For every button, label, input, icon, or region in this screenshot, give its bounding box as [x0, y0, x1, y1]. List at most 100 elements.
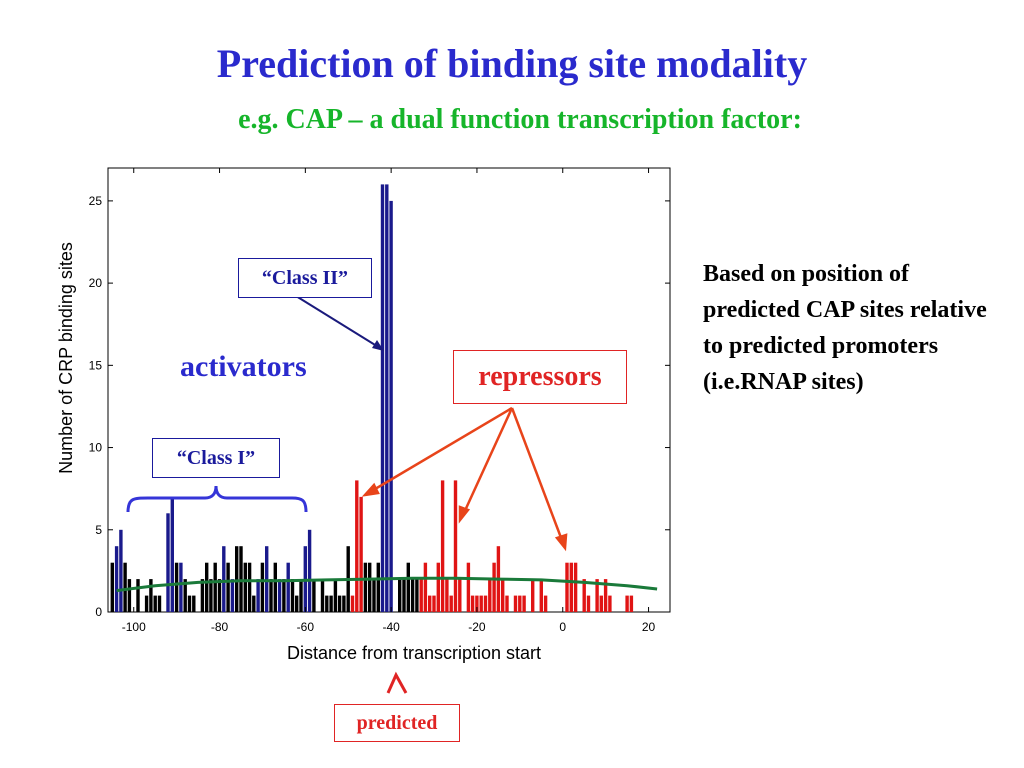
predicted-caret: [386, 671, 408, 694]
y-tick-label-4: 20: [89, 276, 103, 290]
bar-neutral-32: [325, 595, 329, 612]
bar-neutral-6: [153, 595, 157, 612]
bar-repressors-25: [522, 595, 526, 612]
bar-repressors-23: [513, 595, 518, 612]
bar-neutral-7: [157, 595, 162, 612]
bar-activators-12: [307, 529, 312, 612]
x-tick-label-4: -20: [468, 620, 486, 634]
bar-neutral-23: [260, 562, 265, 612]
bar-neutral-30: [312, 579, 316, 612]
bar-neutral-16: [217, 579, 222, 612]
bar-repressors-35: [599, 595, 603, 612]
bar-neutral-5: [149, 579, 153, 612]
bar-neutral-19: [239, 546, 243, 612]
repressor-arrows: [361, 406, 568, 552]
bar-repressors-24: [518, 595, 522, 612]
bar-neutral-18: [235, 546, 239, 612]
trend-line: [116, 576, 658, 593]
bar-neutral-25: [273, 562, 277, 612]
slide-subtitle: e.g. CAP – a dual function transcription…: [238, 104, 802, 135]
bar-neutral-14: [209, 579, 213, 612]
bar-repressors-4: [423, 562, 428, 612]
bar-repressors-11: [453, 480, 458, 612]
bar-repressors-13: [466, 562, 471, 612]
bar-neutral-26: [282, 579, 286, 612]
bar-neutral-27: [290, 579, 295, 612]
bar-neutral-12: [200, 579, 205, 612]
bar-repressors-17: [483, 595, 488, 612]
x-tick-label-0: -100: [122, 620, 146, 634]
bar-repressors-7: [436, 562, 440, 612]
y-tick-label-5: 25: [89, 194, 103, 208]
bar-neutral-1: [123, 562, 127, 612]
bar-repressors-22: [505, 595, 509, 612]
y-tick-label-0: 0: [95, 605, 102, 619]
ticks-layer: -100 -80 -60 -40 -20 0 20 0 5 10 15 20 25: [89, 168, 670, 634]
bar-repressors-37: [608, 595, 612, 612]
bar-activators-0: [114, 546, 119, 612]
bar-repressors-6: [432, 595, 436, 612]
bar-neutral-8: [174, 562, 179, 612]
activators-label: activators: [180, 350, 307, 383]
bar-neutral-40: [372, 579, 376, 612]
bar-repressors-21: [501, 579, 505, 612]
bar-repressors-39: [629, 595, 634, 612]
bars-layer: [110, 184, 634, 612]
bar-activators-14: [385, 184, 389, 612]
y-tick-label-1: 5: [95, 523, 102, 537]
bar-repressors-12: [458, 579, 462, 612]
bar-activators-15: [389, 200, 393, 612]
x-tick-label-5: 0: [559, 620, 566, 634]
bar-repressors-18: [488, 579, 492, 612]
bar-repressors-0: [350, 595, 355, 612]
side-note: Based on position of predicted CAP sites…: [703, 261, 987, 395]
x-axis-label: Distance from transcription start: [287, 643, 541, 663]
bar-repressors-27: [539, 579, 543, 612]
bar-repressors-3: [419, 579, 423, 612]
bar-repressors-19: [492, 562, 496, 612]
bar-neutral-11: [192, 595, 196, 612]
bar-neutral-36: [342, 595, 346, 612]
bar-neutral-4: [144, 595, 149, 612]
bar-neutral-3: [136, 579, 140, 612]
trend-layer: [116, 576, 658, 593]
bar-neutral-35: [337, 595, 342, 612]
bar-repressors-34: [595, 579, 599, 612]
x-tick-label-6: 20: [642, 620, 656, 634]
bar-neutral-20: [243, 562, 247, 612]
bar-activators-4: [179, 562, 183, 612]
x-tick-label-1: -80: [211, 620, 229, 634]
repressors-callout: repressors: [453, 350, 627, 404]
bar-neutral-29: [299, 579, 303, 612]
bar-neutral-13: [205, 562, 209, 612]
bar-repressors-36: [603, 579, 608, 612]
bar-neutral-34: [333, 579, 338, 612]
bar-repressors-31: [573, 562, 578, 612]
bar-activators-7: [256, 579, 260, 612]
bar-repressors-15: [475, 595, 479, 612]
bar-neutral-43: [402, 579, 406, 612]
class-i-callout: “Class I”: [152, 438, 280, 478]
bar-activators-8: [265, 546, 269, 612]
class-i-brace: [126, 485, 308, 513]
bar-activators-2: [166, 513, 170, 612]
slide-title: Prediction of binding site modality: [216, 41, 808, 86]
bar-neutral-0: [110, 562, 114, 612]
bar-neutral-17: [226, 562, 230, 612]
bar-repressors-2: [359, 496, 363, 612]
bar-neutral-22: [252, 595, 256, 612]
bar-neutral-31: [320, 579, 325, 612]
bar-neutral-2: [127, 579, 132, 612]
predicted-callout: predicted: [334, 704, 460, 742]
x-tick-label-3: -40: [382, 620, 400, 634]
bar-activators-1: [119, 529, 123, 612]
bar-activators-3: [170, 496, 174, 612]
bar-repressors-33: [586, 595, 591, 612]
bar-neutral-15: [213, 562, 217, 612]
bar-neutral-39: [368, 562, 372, 612]
y-axis-label: Number of CRP binding sites: [56, 242, 76, 474]
bar-repressors-5: [428, 595, 432, 612]
class-ii-arrowhead: [372, 340, 384, 351]
bar-neutral-45: [410, 579, 415, 612]
bar-activators-13: [380, 184, 385, 612]
